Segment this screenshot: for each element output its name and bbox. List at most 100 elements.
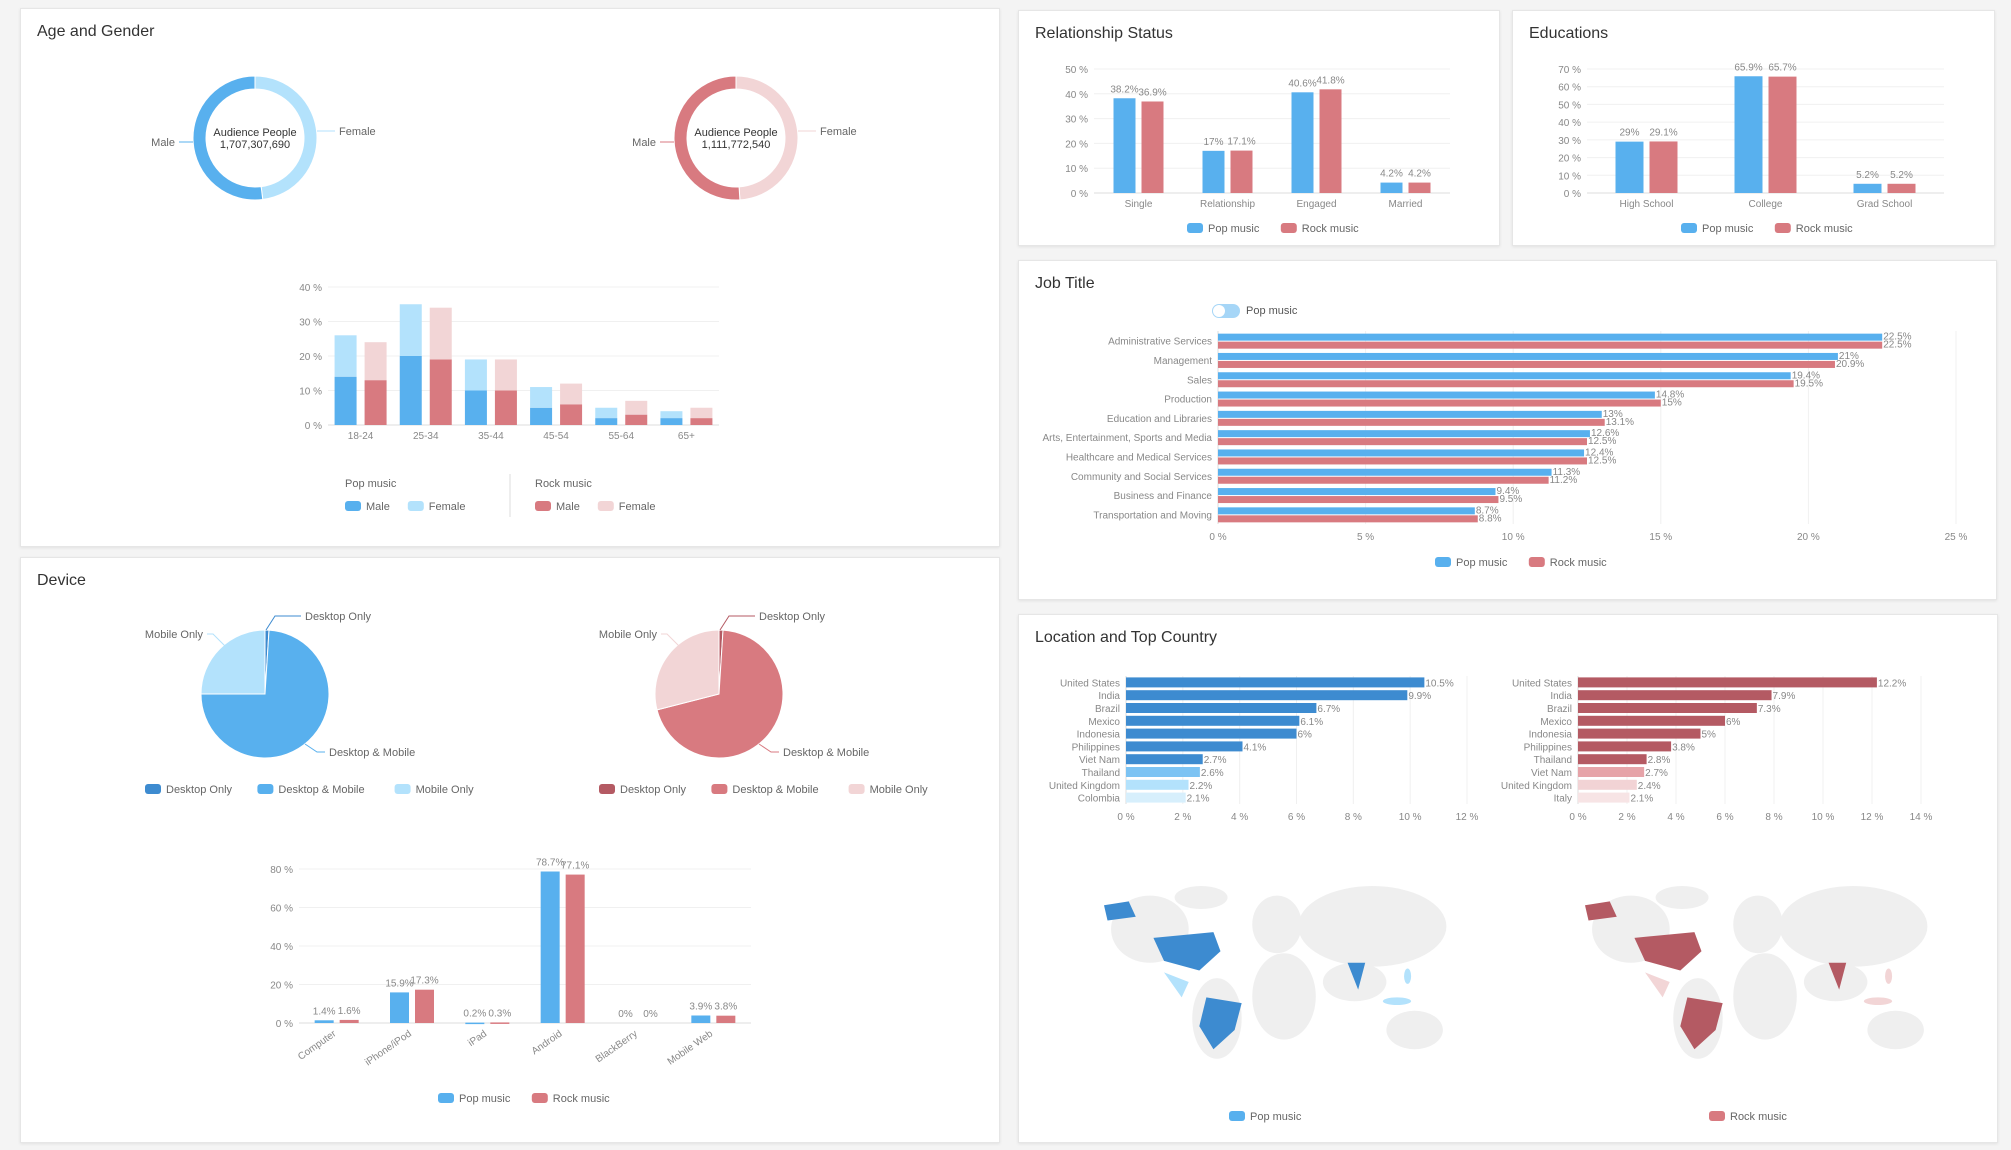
legend-label: Rock music	[553, 1093, 610, 1105]
data-label: 12.5%	[1588, 455, 1616, 466]
x-tick-label: 25 %	[1945, 532, 1968, 543]
continent	[1867, 1010, 1924, 1050]
data-label: 78.7%	[536, 858, 564, 869]
legend-label: Rock music	[1550, 557, 1607, 569]
data-label: 2.7%	[1204, 755, 1227, 766]
y-tick-label: 80 %	[270, 865, 293, 876]
country-indonesia	[1382, 997, 1412, 1006]
data-label: 15%	[1662, 398, 1682, 409]
x-tick-label: 0 %	[1569, 812, 1586, 823]
data-label: 4.2%	[1380, 169, 1403, 180]
bar	[1218, 410, 1602, 418]
pop-music-toggle[interactable]: Pop music	[1212, 304, 1297, 318]
data-label: 40.6%	[1288, 78, 1316, 89]
x-tick-label: BlackBerry	[594, 1028, 640, 1065]
relationship-panel: Relationship Status 0 % 10 % 20 % 30 % 40 % 5…	[1018, 10, 1500, 246]
toggle-knob	[1213, 305, 1225, 317]
bar	[1218, 372, 1791, 380]
country-philippines	[1885, 968, 1893, 984]
data-label: 2.1%	[1187, 794, 1210, 805]
bar	[530, 387, 553, 408]
y-tick-label: Business and Finance	[1114, 491, 1213, 502]
x-tick-label: Android	[530, 1028, 565, 1057]
bar	[1218, 360, 1835, 368]
x-tick-label: Engaged	[1296, 199, 1336, 210]
bar	[1141, 101, 1164, 193]
center-label: Audience People	[694, 127, 777, 139]
x-tick-label: 20 %	[1797, 532, 1820, 543]
bar	[1218, 438, 1587, 446]
bar	[1734, 76, 1763, 193]
y-tick-label: Administrative Services	[1108, 337, 1212, 348]
continent	[1252, 895, 1302, 954]
age-gender-panel: Age and Gender Audience People 1,707,307,…	[20, 8, 1000, 547]
legend-swatch	[848, 784, 865, 794]
job-title-chart: 0 % 5 % 10 % 15 % 20 % 25 % Administrative Ser…	[1042, 331, 1968, 569]
y-tick-label: United States	[1512, 678, 1572, 689]
slice-label: Female	[339, 126, 376, 138]
y-tick-label: United Kingdom	[1049, 781, 1120, 792]
legend-swatch	[1280, 223, 1297, 233]
bar	[1768, 76, 1797, 193]
data-label: 3.8%	[714, 1002, 737, 1013]
y-tick-label: 40 %	[270, 942, 293, 953]
y-tick-label: Thailand	[1534, 755, 1572, 766]
toggle-label: Pop music	[1246, 305, 1298, 317]
slice-mobile-only	[654, 629, 720, 711]
x-tick-label: 6 %	[1288, 812, 1305, 823]
y-tick-label: 10 %	[1558, 171, 1581, 182]
bar	[1218, 380, 1794, 388]
bar	[464, 390, 487, 425]
panel-title: Educations	[1529, 25, 1609, 42]
x-tick-label: 4 %	[1667, 812, 1684, 823]
y-tick-label: Italy	[1554, 794, 1572, 805]
y-tick-label: Education and Libraries	[1107, 414, 1212, 425]
bar	[1218, 430, 1590, 438]
bar	[1853, 183, 1882, 193]
bar	[1578, 703, 1757, 713]
legend-label: Mobile Only	[416, 784, 475, 796]
y-tick-label: Management	[1154, 356, 1213, 367]
x-tick-label: 45-54	[543, 431, 569, 442]
x-tick-label: High School	[1620, 199, 1674, 210]
y-tick-label: Mexico	[1540, 717, 1572, 728]
x-tick-label: iPhone/iPod	[363, 1028, 413, 1068]
y-tick-label: 20 %	[1065, 139, 1088, 150]
bar	[595, 407, 618, 419]
legend-label: Desktop & Mobile	[278, 784, 364, 796]
y-tick-label: Philippines	[1072, 742, 1120, 753]
bar	[1319, 89, 1342, 193]
slice-label: Desktop & Mobile	[329, 747, 415, 759]
bar	[1218, 457, 1587, 465]
slice-label: Male	[632, 137, 656, 149]
x-tick-label: College	[1749, 199, 1783, 210]
bar	[625, 414, 648, 425]
legend-label: Female	[619, 501, 656, 513]
data-label: 8.7%	[1476, 505, 1499, 516]
continent	[1252, 953, 1316, 1040]
toggle-switch[interactable]	[1212, 304, 1240, 318]
bar	[1218, 488, 1496, 496]
location-charts: 0 % 2 % 4 % 6 % 8 % 10 % 12 % United States 10.5…	[1049, 676, 1933, 1123]
legend-swatch	[1709, 1111, 1725, 1121]
country-brazil	[1199, 997, 1242, 1050]
data-label: 19.5%	[1795, 378, 1823, 389]
country-mexico	[1164, 972, 1189, 998]
bar	[560, 404, 583, 425]
data-label: 12.6%	[1591, 428, 1619, 439]
data-label: 65.9%	[1734, 62, 1762, 73]
data-label: 11.3%	[1553, 467, 1581, 478]
bar	[691, 1015, 711, 1023]
continent	[1174, 886, 1228, 910]
legend-group-title: Pop music	[345, 478, 397, 490]
label-line	[304, 743, 325, 753]
y-tick-label: Healthcare and Medical Services	[1066, 452, 1212, 463]
data-label: 5%	[1702, 730, 1717, 741]
bar	[1408, 182, 1431, 193]
y-tick-label: Brazil	[1547, 704, 1572, 715]
x-tick-label: 6 %	[1716, 812, 1733, 823]
bar	[1218, 496, 1499, 504]
x-tick-label: 10 %	[1502, 532, 1525, 543]
x-tick-label: Single	[1125, 199, 1153, 210]
